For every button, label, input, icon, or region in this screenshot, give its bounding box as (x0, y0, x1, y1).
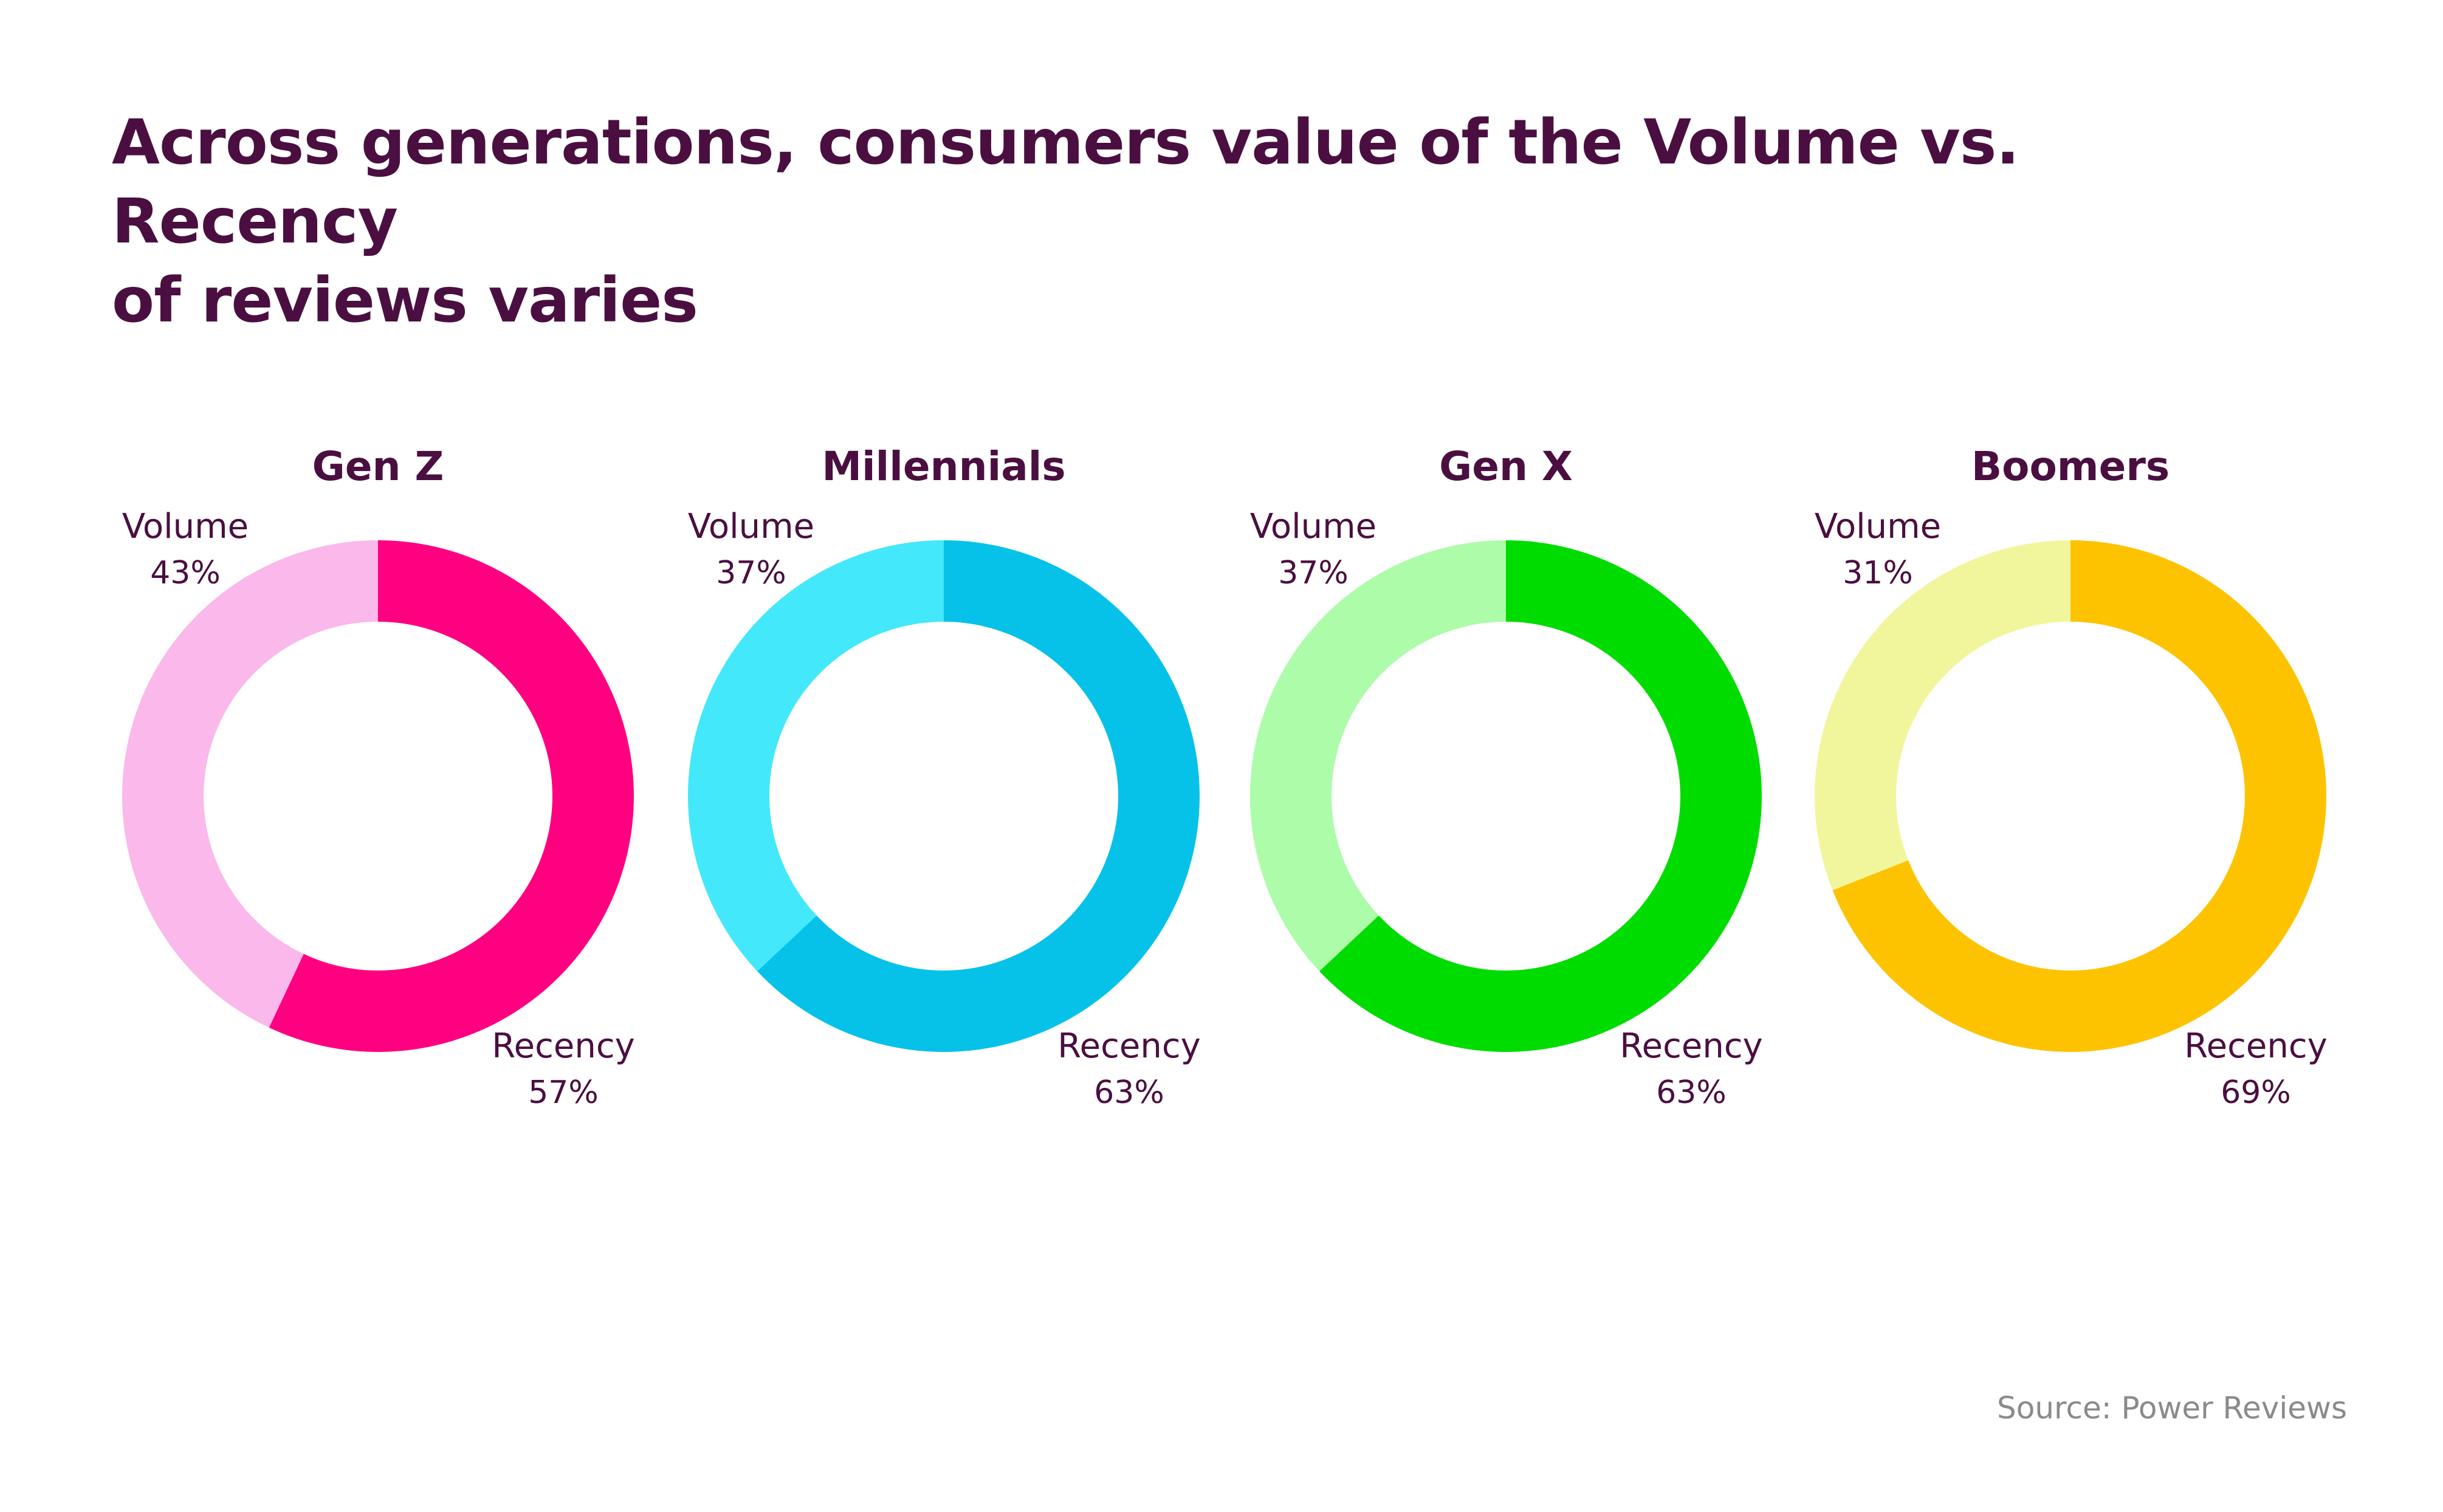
slice-volume (122, 540, 379, 1028)
donut-chart-2 (688, 540, 1200, 1052)
recency-value-label: 69% (2221, 1074, 2291, 1111)
slice-volume (688, 540, 944, 972)
slice-recency (1319, 540, 1762, 1052)
donut-chart-3 (1250, 540, 1762, 1052)
slice-recency (269, 540, 634, 1052)
volume-label: Volume (1815, 507, 1941, 546)
source-note: Source: Power Reviews (1997, 1390, 2347, 1426)
donut-chart-4 (1815, 540, 2327, 1052)
donut-chart-1 (122, 540, 634, 1052)
title-line-1: Across generations, consumers value of t… (112, 106, 2019, 258)
slice-recency (1832, 540, 2327, 1052)
chart-title: Boomers (1971, 443, 2170, 490)
recency-label: Recency (1057, 1026, 1201, 1066)
slice-volume (1815, 540, 2070, 890)
volume-label: Volume (1250, 507, 1376, 546)
recency-label: Recency (2184, 1026, 2328, 1066)
chart-title: Millennials (822, 443, 1065, 490)
recency-label: Recency (492, 1026, 635, 1066)
recency-value-label: 57% (528, 1074, 599, 1111)
recency-value-label: 63% (1094, 1074, 1164, 1111)
chart-title: Gen X (1439, 443, 1573, 490)
recency-label: Recency (1620, 1026, 1763, 1066)
volume-label: Volume (688, 507, 814, 546)
volume-value-label: 31% (1843, 555, 1913, 591)
volume-value-label: 37% (716, 555, 786, 591)
slice-recency (757, 540, 1200, 1052)
recency-value-label: 63% (1656, 1074, 1727, 1111)
volume-value-label: 37% (1278, 555, 1349, 591)
page-title: Across generations, consumers value of t… (112, 103, 2300, 340)
slice-volume (1250, 540, 1506, 972)
volume-value-label: 43% (150, 555, 221, 591)
chart-title: Gen Z (312, 443, 444, 490)
title-line-2: of reviews varies (112, 264, 698, 337)
volume-label: Volume (122, 507, 249, 546)
